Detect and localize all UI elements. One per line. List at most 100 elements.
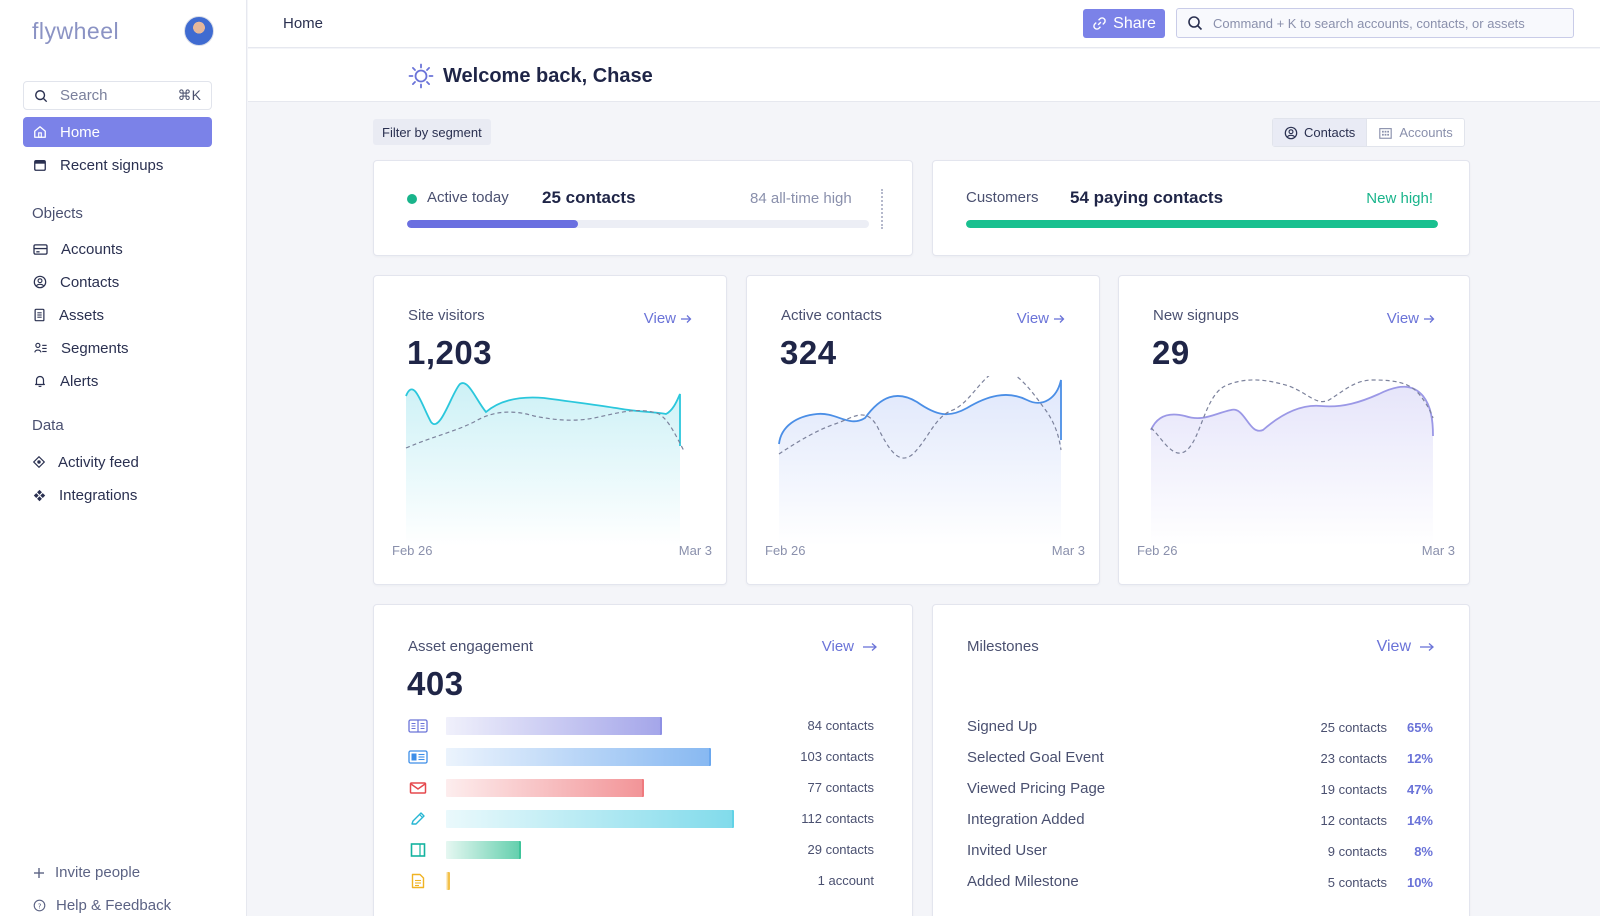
arrow-right-icon bbox=[1054, 314, 1065, 323]
view-label: View bbox=[1016, 310, 1049, 327]
calendar-icon bbox=[34, 159, 46, 171]
page-title: Welcome back, Chase bbox=[408, 63, 653, 89]
contacts-accounts-toggle: Contacts Accounts bbox=[1272, 118, 1465, 147]
share-button[interactable]: Share bbox=[1083, 9, 1165, 38]
milestone-percent: 12% bbox=[1406, 751, 1433, 766]
sidebar-item-label: Alerts bbox=[60, 372, 99, 390]
engagement-row[interactable]: 112 contacts bbox=[408, 809, 874, 829]
activity-icon bbox=[33, 456, 45, 468]
document-icon bbox=[34, 308, 45, 322]
asset-engagement-view-link[interactable]: View bbox=[822, 638, 878, 655]
search-shortcut: ⌘K bbox=[177, 87, 201, 103]
milestone-name: Added Milestone bbox=[967, 873, 1079, 890]
sidebar-item-label: Segments bbox=[61, 339, 129, 357]
milestone-row[interactable]: Viewed Pricing Page 19 contacts 47% bbox=[967, 780, 1433, 800]
milestones-card: Milestones View Signed Up 25 contacts 65… bbox=[932, 604, 1470, 916]
sidebar-item-contacts[interactable]: Contacts bbox=[23, 267, 212, 297]
all-time-high-label: 84 all-time high bbox=[750, 190, 852, 207]
sidebar-item-assets[interactable]: Assets bbox=[23, 300, 212, 330]
milestone-count: 19 contacts bbox=[1320, 782, 1388, 797]
flywheel-logo[interactable]: flywheel bbox=[32, 18, 120, 44]
sidebar-search-label: Search bbox=[60, 87, 108, 104]
stat-title: Active contacts bbox=[781, 307, 882, 324]
customers-card: Customers 54 paying contacts New high! bbox=[932, 160, 1470, 256]
toggle-accounts-label: Accounts bbox=[1399, 125, 1453, 140]
sidebar-item-accounts[interactable]: Accounts bbox=[23, 234, 212, 264]
engagement-row[interactable]: 1 account bbox=[408, 871, 874, 891]
axis-start-label: Feb 26 bbox=[392, 543, 433, 558]
engagement-count: 84 contacts bbox=[807, 718, 875, 733]
stat-value: 324 bbox=[780, 334, 837, 371]
user-avatar[interactable] bbox=[184, 16, 214, 46]
search-icon bbox=[1188, 16, 1203, 31]
plus-icon bbox=[34, 867, 44, 878]
mail-icon bbox=[409, 782, 427, 794]
active-today-progress bbox=[407, 220, 869, 228]
new-signups-view-link[interactable]: View bbox=[1387, 310, 1435, 327]
toggle-contacts[interactable]: Contacts bbox=[1273, 119, 1368, 146]
engagement-row[interactable]: 29 contacts bbox=[408, 840, 874, 860]
integrations-icon bbox=[33, 489, 46, 501]
user-circle-icon bbox=[33, 275, 47, 289]
axis-start-label: Feb 26 bbox=[1137, 543, 1178, 558]
square-icon bbox=[410, 843, 426, 857]
segments-icon bbox=[34, 342, 47, 353]
milestones-view-link[interactable]: View bbox=[1377, 638, 1435, 656]
bell-icon bbox=[35, 375, 45, 388]
invite-people-link[interactable]: Invite people bbox=[23, 864, 140, 881]
sidebar-item-recent-signups[interactable]: Recent signups bbox=[23, 150, 212, 180]
sparkline-area bbox=[1151, 386, 1433, 546]
sparkline-area bbox=[406, 382, 680, 546]
sidebar-item-segments[interactable]: Segments bbox=[23, 333, 212, 363]
sidebar-item-label: Contacts bbox=[60, 273, 120, 291]
toggle-accounts[interactable]: Accounts bbox=[1367, 119, 1463, 146]
user-circle-icon bbox=[1284, 126, 1298, 139]
site-visitors-card: Site visitors View 1,203 Feb 26 Mar 3 bbox=[373, 275, 727, 585]
sidebar-item-label: Activity feed bbox=[58, 453, 139, 471]
home-icon bbox=[34, 126, 46, 138]
customers-progress bbox=[966, 220, 1438, 228]
milestone-count: 9 contacts bbox=[1327, 844, 1387, 859]
global-search-placeholder: Command + K to search accounts, contacts… bbox=[1213, 15, 1525, 31]
sun-icon bbox=[408, 63, 434, 89]
global-search-input[interactable]: Command + K to search accounts, contacts… bbox=[1176, 8, 1574, 38]
sidebar-item-label: Integrations bbox=[59, 486, 138, 504]
engagement-bar bbox=[446, 841, 521, 859]
milestone-row[interactable]: Added Milestone 5 contacts 10% bbox=[967, 873, 1433, 893]
engagement-row[interactable]: 84 contacts bbox=[408, 716, 874, 736]
asset-engagement-card: Asset engagement View 403 84 contacts 10… bbox=[373, 604, 913, 916]
help-feedback-link[interactable]: ? Help & Feedback bbox=[23, 897, 171, 914]
sidebar-search[interactable]: Search ⌘K bbox=[23, 81, 212, 110]
active-contacts-sparkline bbox=[778, 376, 1062, 546]
engagement-row[interactable]: 103 contacts bbox=[408, 747, 874, 767]
axis-end-label: Mar 3 bbox=[678, 543, 712, 558]
engagement-bar bbox=[446, 872, 450, 890]
engagement-row[interactable]: 77 contacts bbox=[408, 778, 874, 798]
milestone-percent: 8% bbox=[1414, 844, 1433, 859]
new-signups-card: New signups View 29 Feb 26 Mar 3 bbox=[1118, 275, 1470, 585]
help-feedback-label: Help & Feedback bbox=[56, 897, 172, 914]
axis-end-label: Mar 3 bbox=[1421, 543, 1455, 558]
milestone-name: Integration Added bbox=[967, 811, 1085, 828]
site-visitors-view-link[interactable]: View bbox=[644, 310, 692, 327]
active-status-dot bbox=[407, 194, 417, 204]
milestone-row[interactable]: Invited User 9 contacts 8% bbox=[967, 842, 1433, 862]
customers-progress-fill bbox=[966, 220, 1438, 228]
breadcrumb[interactable]: Home bbox=[283, 15, 324, 32]
sidebar-item-integrations[interactable]: Integrations bbox=[23, 480, 212, 510]
filter-by-segment-button[interactable]: Filter by segment bbox=[373, 119, 491, 145]
search-icon bbox=[35, 89, 48, 102]
sparkline-line bbox=[1150, 385, 1434, 437]
milestone-row[interactable]: Integration Added 12 contacts 14% bbox=[967, 811, 1433, 831]
sparkline-comparison-line bbox=[1150, 379, 1434, 454]
active-contacts-view-link[interactable]: View bbox=[1017, 310, 1065, 327]
welcome-bar: Welcome back, Chase bbox=[248, 49, 1600, 102]
sidebar-item-home[interactable]: Home bbox=[23, 117, 212, 147]
sidebar-item-alerts[interactable]: Alerts bbox=[23, 366, 212, 396]
book-icon bbox=[408, 719, 428, 733]
sidebar-item-activity-feed[interactable]: Activity feed bbox=[23, 447, 212, 477]
sidebar-item-label: Assets bbox=[59, 306, 105, 324]
milestone-row[interactable]: Selected Goal Event 23 contacts 12% bbox=[967, 749, 1433, 769]
milestone-row[interactable]: Signed Up 25 contacts 65% bbox=[967, 718, 1433, 738]
sidebar-item-label: Recent signups bbox=[60, 156, 164, 174]
